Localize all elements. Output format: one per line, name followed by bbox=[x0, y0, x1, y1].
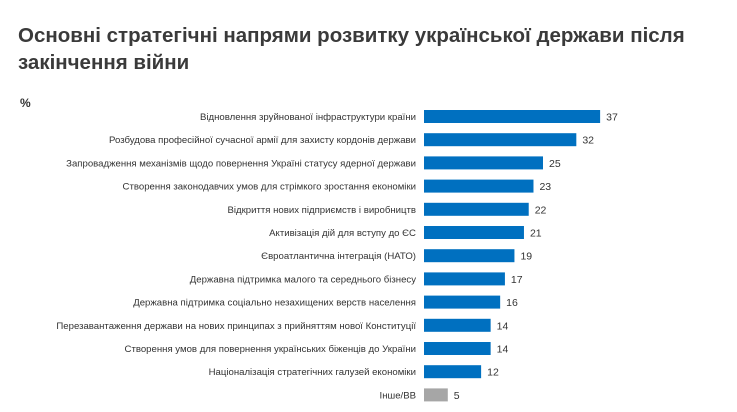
data-label: 19 bbox=[520, 251, 532, 263]
category-label: Відкриття нових підприємств і виробництв bbox=[227, 205, 416, 216]
data-label: 12 bbox=[487, 367, 499, 379]
bar bbox=[424, 226, 524, 239]
category-label: Створення законодавчих умов для стрімког… bbox=[123, 182, 416, 193]
data-label: 14 bbox=[497, 320, 509, 332]
data-label: 22 bbox=[535, 204, 547, 216]
data-label: 25 bbox=[549, 158, 561, 170]
bar bbox=[424, 133, 577, 147]
bar bbox=[424, 249, 515, 263]
bar bbox=[424, 202, 529, 216]
data-label: 17 bbox=[511, 274, 523, 286]
data-label: 21 bbox=[530, 228, 542, 240]
category-label: Євроатлантична інтеграція (НАТО) bbox=[261, 251, 416, 262]
bar bbox=[424, 110, 601, 123]
data-label: 23 bbox=[539, 181, 551, 193]
category-label: Активізація дій для вступу до ЄС bbox=[269, 228, 416, 239]
bar bbox=[424, 156, 543, 170]
category-label: Запровадження механізмів щодо повернення… bbox=[66, 158, 416, 169]
category-label: Інше/ВВ bbox=[380, 390, 416, 401]
bar bbox=[424, 295, 501, 309]
bar bbox=[424, 365, 482, 379]
category-label: Націоналізація стратегічних галузей екон… bbox=[209, 367, 416, 378]
category-label: Державна підтримка малого та середнього … bbox=[190, 274, 416, 285]
data-label: 5 bbox=[454, 390, 460, 402]
bar bbox=[424, 272, 505, 286]
category-label: Перезавантаження держави на нових принци… bbox=[56, 321, 416, 332]
unit-label: % bbox=[20, 96, 31, 110]
data-label: 16 bbox=[506, 297, 518, 309]
data-label: 37 bbox=[606, 112, 618, 124]
bar bbox=[424, 388, 448, 402]
bar bbox=[424, 179, 534, 193]
bar bbox=[424, 318, 491, 332]
bar bbox=[424, 342, 491, 355]
data-label: 32 bbox=[582, 135, 594, 147]
category-label: Розбудова професійної сучасної армії для… bbox=[109, 135, 416, 146]
data-label: 14 bbox=[497, 344, 509, 356]
category-label: Створення умов для повернення українськи… bbox=[125, 344, 416, 355]
chart-title: Основні стратегічні напрями розвитку укр… bbox=[18, 24, 685, 74]
category-label: Державна підтримка соціально незахищених… bbox=[133, 298, 416, 309]
category-label: Відновлення зруйнованої інфраструктури к… bbox=[200, 112, 416, 123]
